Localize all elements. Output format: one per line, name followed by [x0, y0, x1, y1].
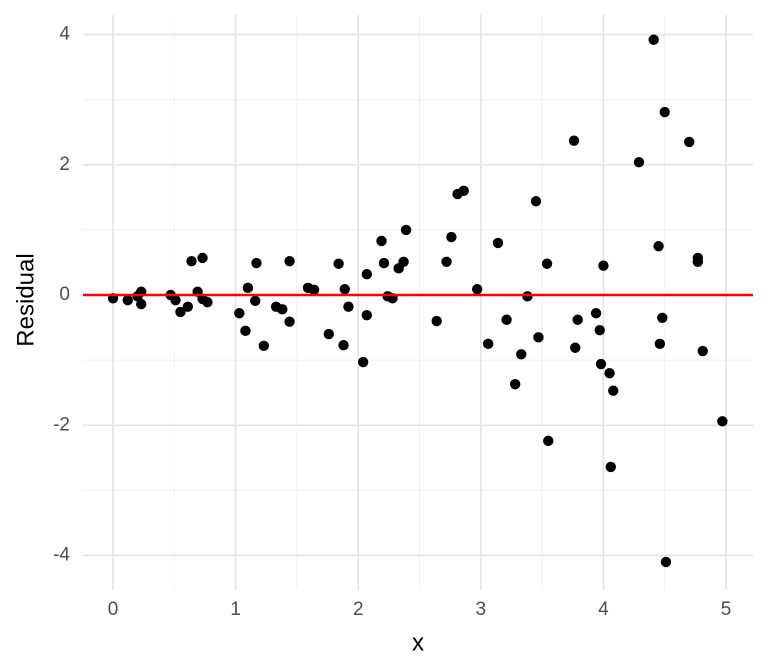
point: [516, 349, 527, 360]
x-tick-label: 5: [721, 599, 732, 620]
x-tick-label: 4: [598, 599, 609, 620]
point: [648, 34, 659, 45]
point: [250, 295, 261, 307]
point: [522, 291, 533, 302]
point: [654, 338, 666, 350]
point: [284, 255, 295, 267]
point: [482, 338, 494, 350]
point: [590, 308, 602, 319]
plot-area: [83, 34, 753, 568]
point: [570, 342, 581, 353]
y-axis-title: Residual: [12, 253, 39, 346]
point: [458, 185, 469, 197]
point: [308, 284, 320, 296]
point: [684, 136, 695, 148]
point: [572, 314, 583, 325]
point: [543, 435, 554, 447]
point: [251, 257, 262, 269]
point: [400, 224, 412, 236]
point: [533, 332, 544, 343]
point: [398, 256, 409, 268]
point: [242, 282, 254, 294]
point: [122, 295, 133, 306]
y-tick-label: -2: [53, 414, 70, 435]
point: [175, 306, 186, 318]
point: [361, 309, 373, 321]
y-tick-label: 4: [59, 24, 70, 45]
point: [376, 235, 387, 247]
point: [604, 367, 615, 379]
x-tick-label: 2: [353, 599, 364, 620]
point: [541, 258, 553, 269]
point: [343, 301, 354, 312]
point: [361, 268, 373, 280]
x-tick-label: 3: [476, 599, 487, 620]
point: [471, 283, 483, 295]
point: [595, 358, 607, 370]
point: [333, 258, 344, 269]
point: [501, 314, 512, 325]
point: [240, 325, 251, 337]
point: [605, 461, 616, 473]
point: [338, 339, 349, 351]
point: [258, 340, 270, 352]
point: [653, 240, 664, 252]
point: [182, 301, 194, 312]
point: [509, 379, 521, 390]
x-tick-label: 1: [230, 599, 241, 620]
point: [492, 237, 504, 249]
point: [284, 316, 295, 327]
point: [697, 345, 708, 357]
point: [660, 556, 672, 568]
point: [197, 252, 208, 264]
point: [594, 324, 605, 336]
point: [202, 296, 213, 308]
x-axis-title: x: [412, 629, 424, 656]
point: [659, 106, 670, 118]
x-tick-label: 0: [108, 599, 119, 620]
point: [234, 308, 245, 319]
point: [441, 256, 452, 268]
y-tick-label: 0: [59, 284, 70, 305]
point: [378, 257, 390, 269]
point: [692, 256, 704, 268]
point: [717, 416, 728, 427]
point: [446, 231, 457, 243]
point: [136, 298, 147, 310]
point: [598, 260, 609, 271]
point: [170, 295, 181, 306]
point: [323, 328, 335, 340]
point: [186, 255, 197, 267]
tick-labels: 0 1 2 3 4 5 -4 -2 0 2 4: [53, 24, 731, 620]
point: [431, 315, 442, 327]
point: [277, 304, 288, 315]
point: [568, 135, 580, 146]
point: [633, 156, 645, 168]
y-tick-label: -4: [53, 545, 70, 566]
point: [339, 283, 350, 295]
point: [608, 385, 619, 396]
point: [530, 196, 542, 207]
point: [657, 312, 668, 324]
point: [357, 356, 369, 368]
grid: [83, 15, 753, 590]
y-tick-label: 2: [59, 154, 70, 175]
